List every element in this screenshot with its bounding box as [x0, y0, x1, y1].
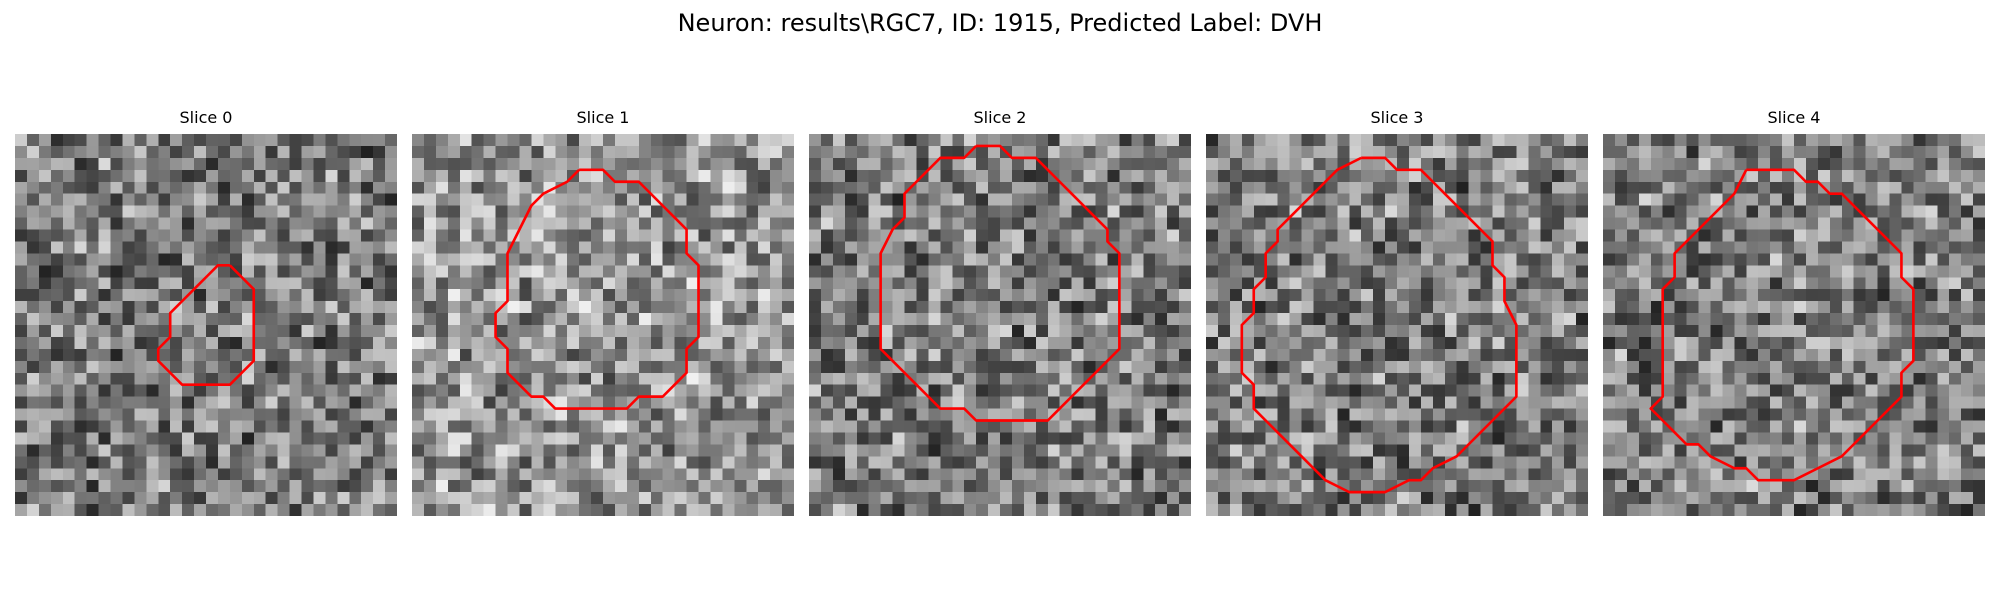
slice-image	[1603, 134, 1985, 516]
roi-contour	[809, 134, 1191, 516]
roi-outline	[881, 146, 1120, 421]
slice-image	[1206, 134, 1588, 516]
slice-title: Slice 2	[809, 108, 1191, 128]
roi-outline	[496, 170, 699, 409]
roi-outline	[1242, 158, 1517, 492]
slice-panel-0: Slice 0	[15, 108, 397, 516]
slice-title: Slice 0	[15, 108, 397, 128]
roi-contour	[1603, 134, 1985, 516]
roi-contour	[412, 134, 794, 516]
roi-outline	[1651, 170, 1914, 480]
slice-panel-3: Slice 3	[1206, 108, 1588, 516]
roi-contour	[15, 134, 397, 516]
slice-panel-2: Slice 2	[809, 108, 1191, 516]
roi-contour	[1206, 134, 1588, 516]
slice-image	[412, 134, 794, 516]
slice-panel-1: Slice 1	[412, 108, 794, 516]
slice-title: Slice 4	[1603, 108, 1985, 128]
roi-outline	[158, 265, 254, 384]
figure-title: Neuron: results\RGC7, ID: 1915, Predicte…	[0, 8, 2000, 38]
slice-title: Slice 3	[1206, 108, 1588, 128]
slice-title: Slice 1	[412, 108, 794, 128]
slice-image	[809, 134, 1191, 516]
slice-panel-4: Slice 4	[1603, 108, 1985, 516]
slice-image	[15, 134, 397, 516]
